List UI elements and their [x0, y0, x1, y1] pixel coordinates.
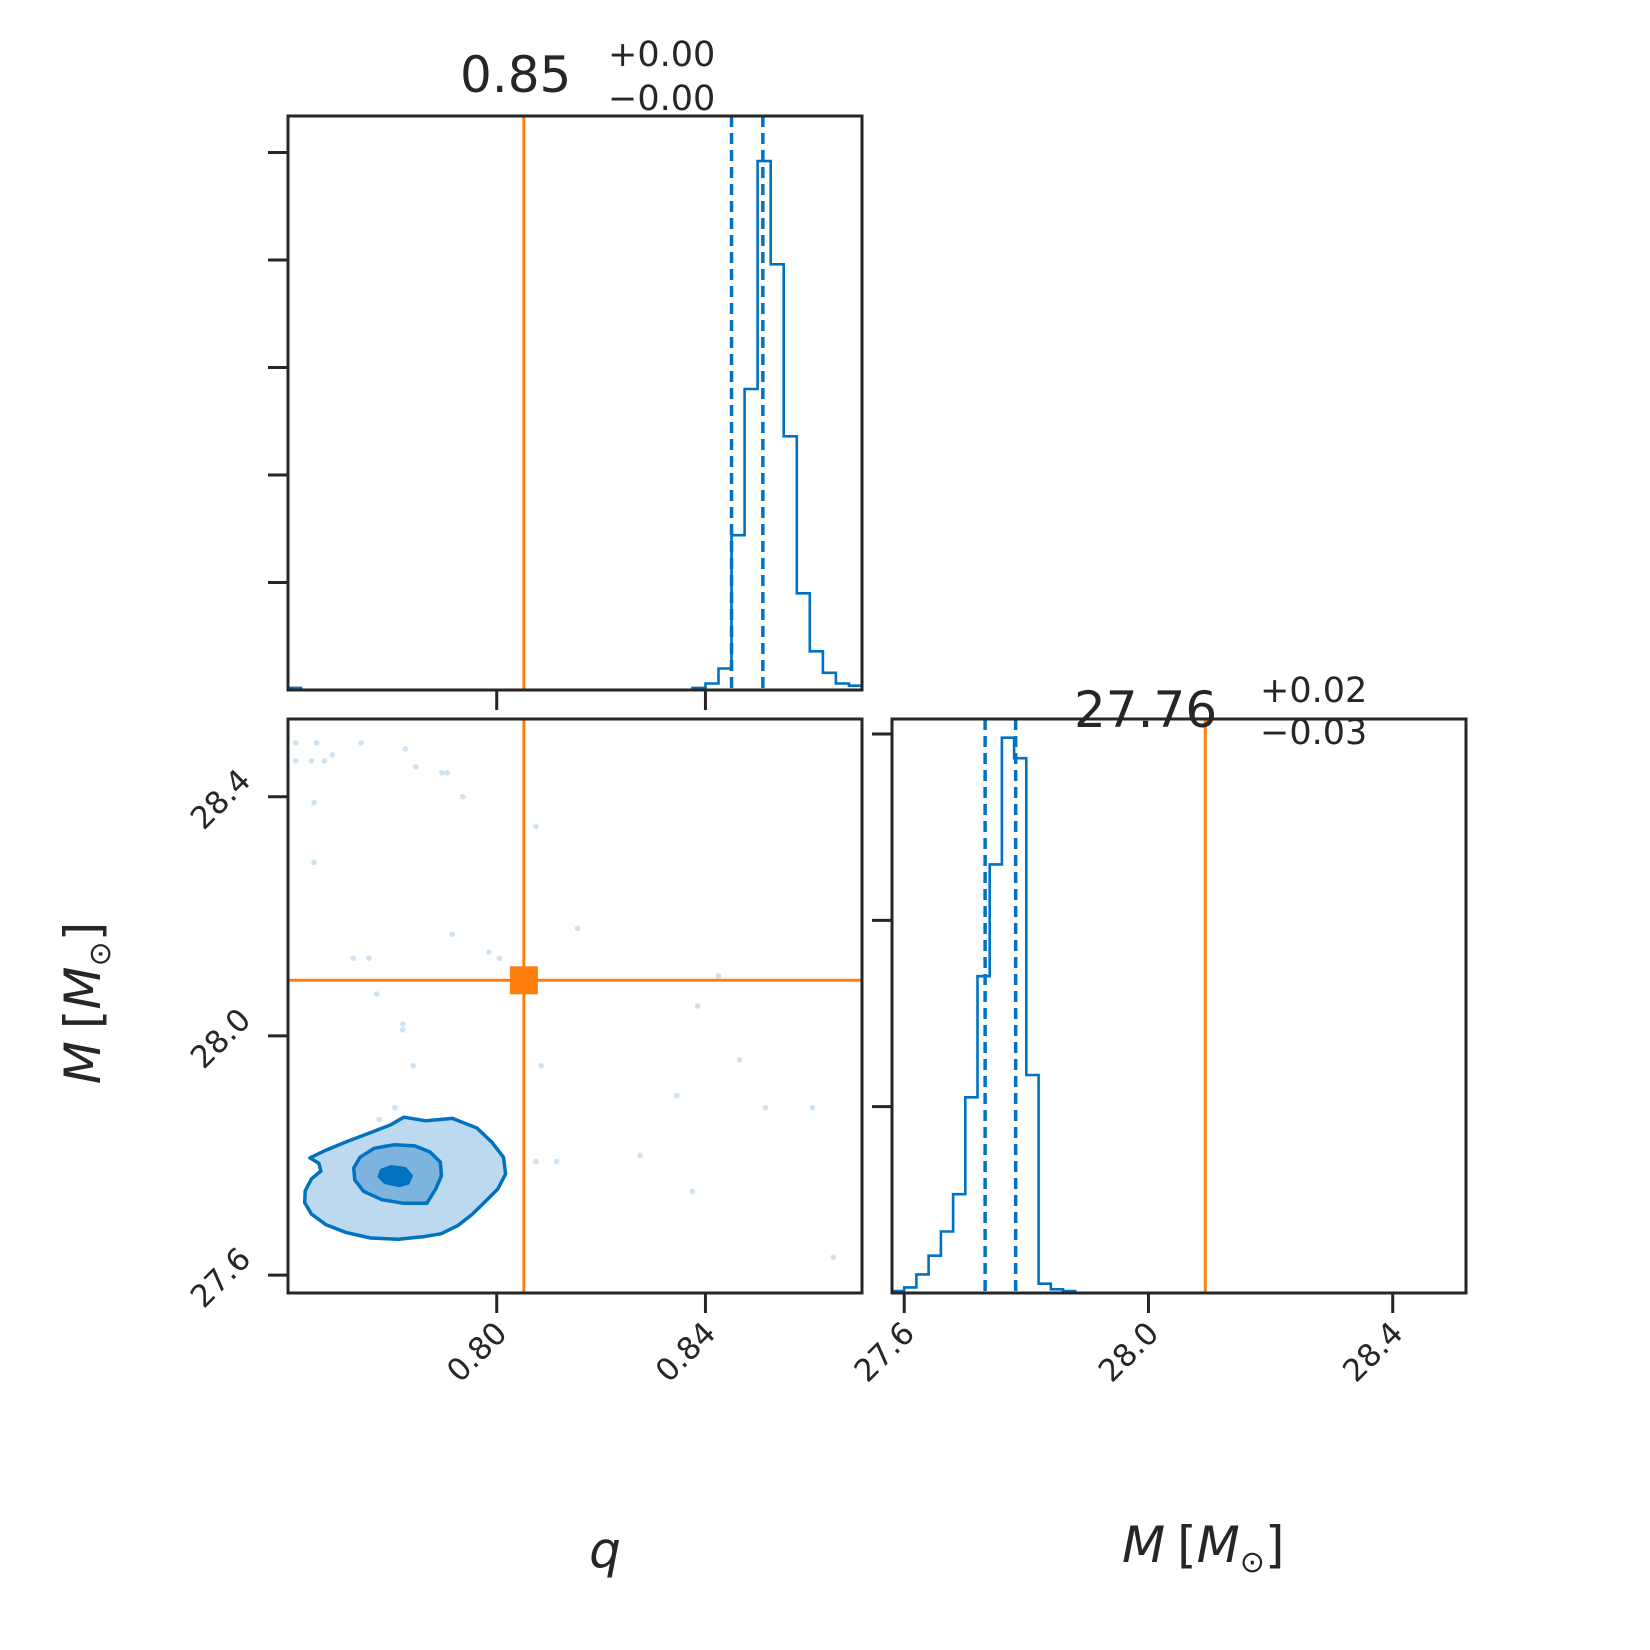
sample-point: [293, 740, 299, 746]
sample-point: [329, 752, 336, 758]
sample-point: [460, 793, 466, 800]
sample-point: [439, 770, 445, 776]
sample-point: [402, 746, 409, 752]
q-title-plus: +0.00: [608, 35, 715, 75]
q-title-median: 0.85: [460, 46, 571, 104]
sample-point: [486, 949, 492, 955]
sample-point: [413, 764, 419, 770]
x-axis-label-M-var: M: [1122, 1516, 1165, 1574]
x-axis-label-M-sub: ⊙: [1240, 1545, 1265, 1580]
panel-frame: [286, 717, 864, 1295]
sample-point: [496, 955, 503, 961]
sample-point: [538, 1062, 544, 1069]
sample-point: [392, 1104, 398, 1111]
sample-point: [400, 1021, 406, 1027]
sample-point: [830, 1254, 837, 1260]
sample-point: [308, 758, 315, 764]
sample-point: [293, 758, 299, 764]
contour-core: [377, 1165, 413, 1188]
sample-point: [637, 1152, 644, 1159]
sample-point: [553, 1158, 560, 1165]
sample-point: [358, 740, 364, 746]
y-ticks: [268, 151, 288, 584]
x-axis-label-M: M [M⊙]: [1122, 1516, 1284, 1580]
sample-point: [376, 1116, 383, 1123]
sample-point: [736, 1057, 743, 1063]
y-axis-label-M-sub: ⊙: [83, 941, 118, 966]
q-marginal-title: 0.85 +0.00 −0.00: [460, 35, 715, 119]
sample-point: [444, 770, 450, 776]
histogram-step-line: [288, 159, 862, 690]
sample-point: [694, 1003, 701, 1009]
M-title-plus: +0.02: [1260, 671, 1367, 711]
x-axis-label-M-close: ]: [1265, 1516, 1285, 1574]
y-axis-label-M: M[M⊙]: [54, 922, 118, 1084]
sample-point: [350, 955, 357, 961]
sample-point: [689, 1188, 696, 1195]
plot-area: [288, 719, 862, 1293]
x-axis-label-M-unit: M: [1197, 1516, 1240, 1574]
y-ticks: [872, 732, 892, 1109]
plot-area: [288, 116, 862, 690]
sample-point: [321, 758, 328, 764]
sample-point: [400, 1027, 406, 1033]
y-axis-label-M-close: ]: [54, 922, 112, 942]
sample-point: [574, 925, 581, 932]
truth-marker: [509, 966, 538, 995]
sample-point: [313, 740, 320, 746]
sample-point: [762, 1104, 769, 1111]
sample-point: [533, 1158, 539, 1165]
sample-point: [809, 1104, 816, 1111]
y-axis-label-M-unit: M: [54, 966, 112, 1009]
sample-point: [533, 823, 539, 830]
M-title-minus: −0.03: [1260, 713, 1367, 753]
sample-point: [311, 859, 317, 866]
x-axis-label-q: q: [589, 1521, 621, 1579]
x-ticks: [495, 690, 707, 710]
q-title-minus: −0.00: [608, 79, 715, 119]
sample-point: [449, 931, 456, 938]
y-axis-label-M-var: M: [54, 1041, 112, 1084]
sample-point: [311, 799, 317, 806]
plot-area: [892, 719, 1207, 1293]
M-title-median: 27.76: [1074, 681, 1217, 739]
M-marginal-title: 27.76 +0.02 −0.03: [1074, 671, 1367, 753]
sample-point: [410, 1062, 417, 1069]
sample-point: [366, 955, 372, 961]
sample-point: [373, 991, 380, 997]
x-axis-label-M-open: [: [1177, 1516, 1197, 1574]
sample-points: [293, 740, 837, 1260]
y-axis-label-M-open: [: [54, 1010, 112, 1030]
sample-point: [715, 973, 722, 979]
q-marginal-panel: [268, 114, 864, 710]
sample-point: [673, 1092, 680, 1099]
panel-frame: [286, 114, 864, 692]
panel-frame: [890, 717, 1468, 1295]
